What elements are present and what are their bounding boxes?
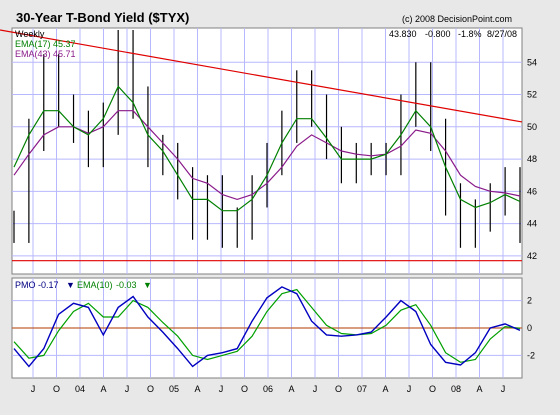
- period-label: Weekly: [15, 29, 45, 39]
- x-tick-label: O: [147, 384, 154, 394]
- x-tick-label: 07: [357, 384, 367, 394]
- x-tick-label: J: [501, 384, 506, 394]
- price-y-tick-label: 50: [527, 122, 537, 132]
- credit-label: (c) 2008 DecisionPoint.com: [402, 14, 512, 24]
- pmo-series: [12, 286, 522, 368]
- x-tick-label: 08: [451, 384, 461, 394]
- change-value: -0.800: [425, 29, 451, 39]
- price-y-tick-label: 44: [527, 219, 537, 229]
- x-tick-label: O: [53, 384, 60, 394]
- price-y-tick-label: 52: [527, 90, 537, 100]
- pmo-line: [13, 286, 521, 368]
- x-tick-label: O: [429, 384, 436, 394]
- x-tick-label: 04: [75, 384, 85, 394]
- price-y-axis: 42 44 46 48 50 52 54: [527, 57, 537, 261]
- x-tick-label: O: [335, 384, 342, 394]
- x-tick-label: A: [476, 384, 482, 394]
- pmo-label: PMO: [15, 280, 36, 290]
- x-tick-label: J: [219, 384, 224, 394]
- ema-long-label: EMA(43) 45.71: [15, 49, 76, 59]
- pmo-value: -0.17: [38, 280, 59, 290]
- pmo-signal-line: [13, 288, 521, 363]
- last-value: 43.830: [389, 29, 417, 39]
- date-label: 8/27/08: [487, 29, 517, 39]
- x-tick-label: A: [194, 384, 200, 394]
- x-tick-label: 06: [263, 384, 273, 394]
- x-tick-label: A: [382, 384, 388, 394]
- x-tick-label: 05: [169, 384, 179, 394]
- pmo-y-tick-label: 0: [527, 323, 532, 333]
- price-y-tick-label: 42: [527, 251, 537, 261]
- resistance-trendline: [0, 29, 523, 123]
- chart-title: 30-Year T-Bond Yield ($TYX): [16, 10, 189, 25]
- x-tick-label: J: [125, 384, 130, 394]
- x-tick-label: J: [31, 384, 36, 394]
- pmo-ema-arrow-icon: ▼: [143, 280, 152, 290]
- ema-short-label: EMA(17) 45.37: [15, 39, 76, 49]
- price-y-tick-label: 54: [527, 57, 537, 67]
- change-pct: -1.8%: [458, 29, 482, 39]
- pmo-arrow-icon: ▼: [66, 280, 75, 290]
- x-axis: J O 04 A J O 05 A J O 06 A J O 07 A J O 08 A J: [31, 384, 506, 394]
- ema-short-line: [13, 85, 521, 212]
- pmo-y-axis: -2 0 2: [527, 296, 535, 361]
- x-tick-label: O: [241, 384, 248, 394]
- x-tick-label: J: [313, 384, 318, 394]
- price-y-tick-label: 48: [527, 154, 537, 164]
- pmo-ema-value: -0.03: [116, 280, 137, 290]
- x-tick-label: A: [100, 384, 106, 394]
- price-series: [0, 29, 523, 262]
- pmo-y-tick-label: -2: [527, 350, 535, 360]
- x-tick-label: J: [407, 384, 412, 394]
- pmo-ema-label: EMA(10): [77, 280, 113, 290]
- price-y-tick-label: 46: [527, 186, 537, 196]
- pmo-y-tick-label: 2: [527, 296, 532, 306]
- x-tick-label: A: [288, 384, 294, 394]
